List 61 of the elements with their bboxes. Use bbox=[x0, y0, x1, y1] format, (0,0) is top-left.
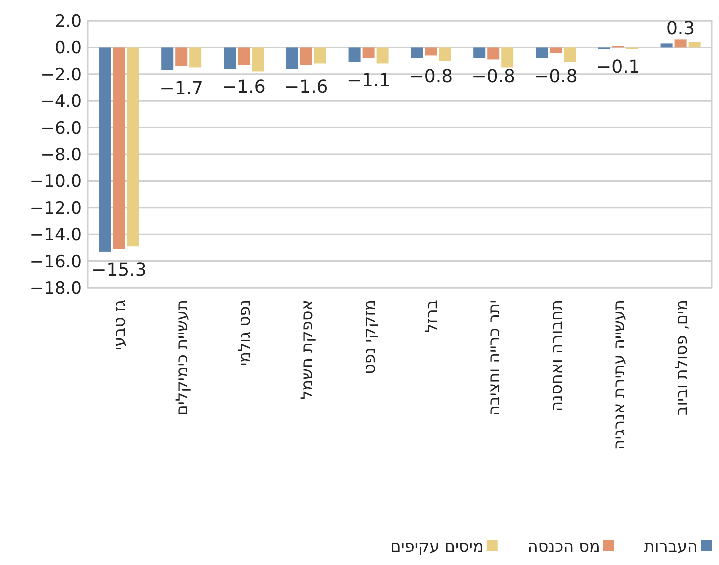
bar bbox=[99, 48, 112, 252]
x-tick-label: יתר כרייה וחציבה bbox=[484, 300, 504, 416]
y-tick-label: −2.0 bbox=[40, 65, 82, 86]
bar bbox=[190, 48, 202, 68]
y-tick-label: −6.0 bbox=[40, 118, 82, 139]
y-tick-label: −8.0 bbox=[40, 146, 82, 166]
x-tick-label: מים, פסולת וביוב bbox=[672, 300, 691, 416]
data-label: −15.3 bbox=[92, 260, 147, 281]
data-label: −0.1 bbox=[596, 57, 640, 78]
x-tick-label: מזקקי נפט bbox=[360, 300, 379, 375]
x-tick-label: נפט גולמי bbox=[235, 300, 254, 366]
y-tick-label: −16.0 bbox=[30, 252, 82, 272]
bar bbox=[300, 48, 312, 66]
bar bbox=[411, 48, 424, 58]
data-label: −1.7 bbox=[160, 78, 204, 100]
data-label: −1.6 bbox=[284, 77, 328, 98]
y-tick-label: −10.0 bbox=[30, 172, 82, 192]
legend-label: העברות bbox=[644, 537, 698, 556]
bar bbox=[536, 48, 548, 58]
legend-label: מיסים עקיפים bbox=[390, 537, 484, 556]
bar bbox=[688, 42, 701, 48]
data-label: −0.8 bbox=[409, 66, 454, 88]
bar bbox=[162, 48, 174, 70]
bar bbox=[314, 48, 326, 64]
y-tick-label: −4.0 bbox=[40, 92, 82, 112]
bar bbox=[113, 48, 126, 250]
bar bbox=[474, 48, 486, 58]
bar bbox=[425, 48, 438, 56]
y-tick-label: −14.0 bbox=[30, 226, 82, 246]
x-tick-label: תעשייה עתירת אנרגיה bbox=[609, 300, 628, 450]
data-label: −1.1 bbox=[346, 70, 391, 92]
bar bbox=[176, 48, 188, 66]
y-tick-label: −18.0 bbox=[30, 279, 82, 299]
bar bbox=[286, 48, 298, 70]
data-label: −0.8 bbox=[472, 66, 516, 88]
y-tick-label: 2.0 bbox=[54, 12, 82, 32]
bar bbox=[362, 48, 375, 58]
data-label: −0.8 bbox=[534, 66, 578, 88]
bar bbox=[127, 48, 140, 247]
x-tick-label: תעשיית כימיקלים bbox=[172, 300, 192, 416]
bar bbox=[252, 48, 264, 72]
x-tick-label: אספקת חשמל bbox=[297, 300, 316, 400]
x-tick-label: ברזל bbox=[422, 300, 442, 333]
x-tick-label: תחבורה ואחסנה bbox=[547, 300, 566, 412]
bar bbox=[660, 44, 673, 48]
bar bbox=[674, 40, 687, 48]
bar bbox=[502, 48, 514, 68]
bar bbox=[550, 48, 562, 54]
legend-label: מס הכנסה bbox=[528, 537, 600, 556]
data-label: −1.6 bbox=[222, 77, 266, 98]
bar bbox=[564, 48, 576, 62]
x-tick-label: גז טבעי bbox=[110, 300, 130, 350]
bar bbox=[238, 48, 250, 66]
data-label: 0.3 bbox=[666, 18, 696, 40]
y-tick-label: −12.0 bbox=[30, 198, 82, 219]
bar bbox=[348, 48, 361, 62]
bar bbox=[488, 48, 500, 60]
y-tick-label: 0.0 bbox=[54, 38, 82, 59]
bar bbox=[224, 48, 236, 70]
bar bbox=[439, 48, 452, 62]
bar bbox=[376, 48, 389, 64]
